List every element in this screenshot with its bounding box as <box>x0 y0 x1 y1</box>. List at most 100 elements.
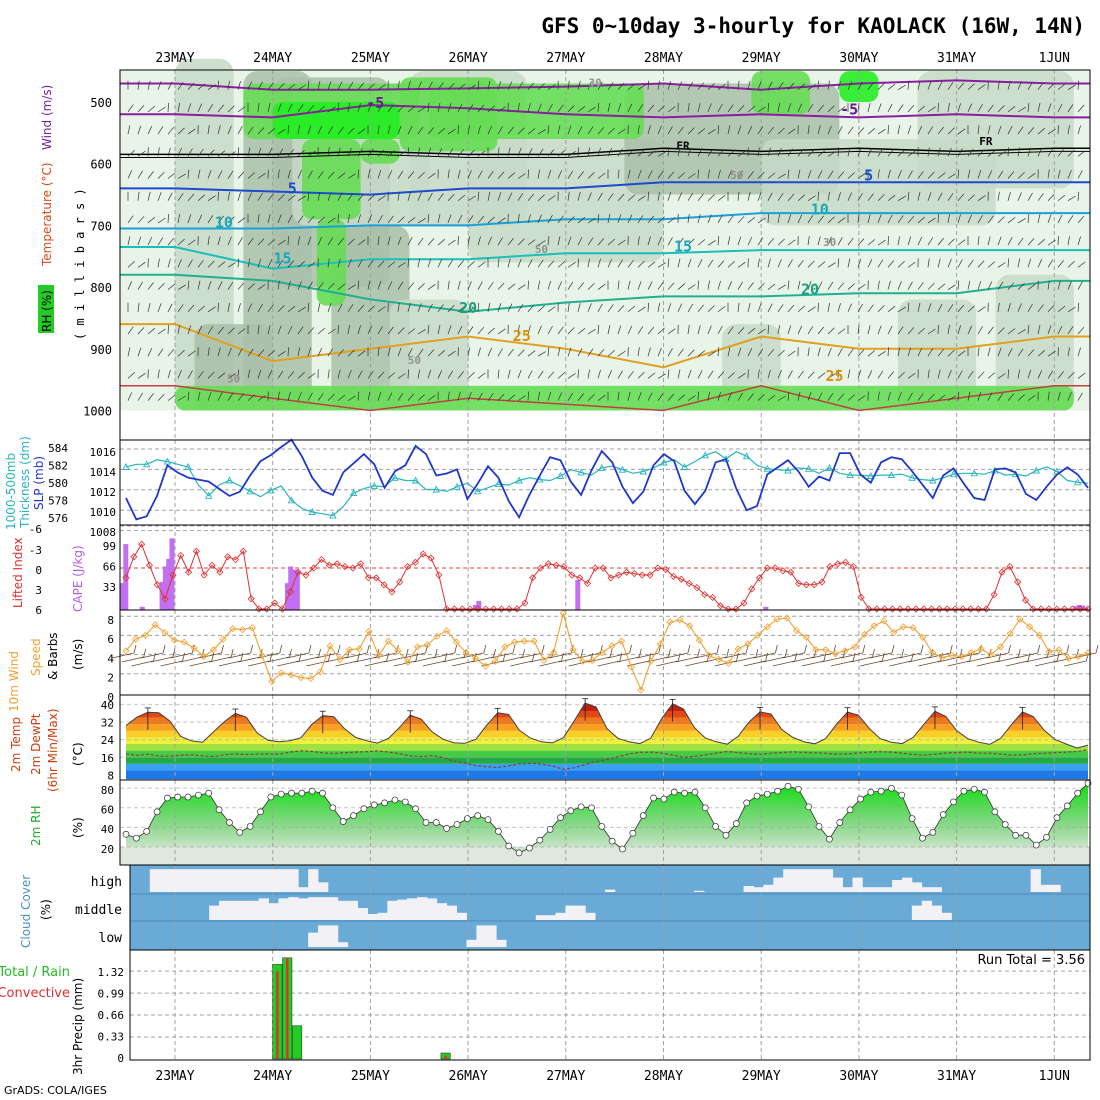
rh2m-point <box>195 791 202 799</box>
wind-barb <box>150 656 173 663</box>
wind-barb <box>794 652 798 662</box>
pressure-tick-label: 700 <box>90 219 112 233</box>
wind-speed-point <box>579 657 587 665</box>
wind-barb <box>217 326 224 335</box>
wind-barb <box>177 395 186 401</box>
wind-barb <box>727 281 733 290</box>
wind-barb <box>407 369 409 379</box>
thickness-point <box>660 458 668 466</box>
cape-bar <box>291 569 297 610</box>
wind-barb <box>937 237 944 246</box>
wind-speed-point <box>783 614 791 622</box>
wind-barb <box>547 306 556 313</box>
wind-barb <box>567 347 572 357</box>
wind-barb <box>577 171 584 179</box>
wind-barb <box>457 236 459 246</box>
wind-barb <box>567 392 574 401</box>
wind-barb <box>187 325 192 335</box>
wind-barb <box>667 393 675 401</box>
wind-barb <box>487 105 495 113</box>
wind-barb <box>337 213 339 223</box>
wind-barb <box>287 305 296 313</box>
rh2m-point <box>132 834 140 842</box>
wind-barb <box>617 148 623 157</box>
wind-barb <box>947 325 950 335</box>
wind-barb <box>1047 280 1050 290</box>
wind-barb <box>477 80 480 90</box>
wind-barb <box>364 660 387 667</box>
wind-barb <box>407 258 409 268</box>
wind-barb <box>237 303 241 312</box>
thickness-point <box>349 489 358 497</box>
wind-barb <box>997 216 1005 224</box>
wind-barb <box>417 329 426 335</box>
wind-barb <box>297 260 305 268</box>
wind-barb <box>687 173 696 179</box>
cape-tick-label: 99 <box>103 540 116 553</box>
wind-barb <box>1077 104 1085 113</box>
wind-barb <box>497 369 500 379</box>
wind-barb <box>187 391 190 401</box>
wind-barb <box>227 281 234 290</box>
wind-barb <box>127 125 131 135</box>
wind-barb <box>897 125 901 135</box>
wind-barb <box>817 392 823 401</box>
wind-barb <box>345 652 368 659</box>
wind-barb <box>237 328 246 335</box>
wind-barb <box>697 648 700 658</box>
wind-barb <box>557 392 563 401</box>
lifted-index-point <box>169 571 177 579</box>
rh2m-point <box>495 827 502 835</box>
cloud-high-bar <box>812 869 824 892</box>
wind-barb <box>797 370 804 379</box>
wind-barb <box>627 280 631 290</box>
date-label-bottom: 24MAY <box>253 1069 292 1084</box>
precip-convective-bar <box>444 1055 447 1059</box>
wind-barb <box>837 191 841 201</box>
wind-speed-point <box>656 640 665 648</box>
wind-barb <box>267 656 290 663</box>
wind-speed-point <box>792 627 801 635</box>
wind-barb <box>837 171 845 179</box>
wind-barb <box>617 280 620 290</box>
wind-barb <box>907 392 913 401</box>
rh2m-point <box>484 816 492 823</box>
lifted-index-point <box>224 553 232 561</box>
wind-barb <box>877 148 884 157</box>
lifted-index-point <box>396 578 404 586</box>
lifted-index-point <box>935 605 943 613</box>
wind-barb <box>287 103 293 113</box>
date-label-bottom: 25MAY <box>351 1069 390 1084</box>
rh2m-point <box>1032 841 1040 849</box>
wind-barb <box>327 328 336 335</box>
wind-barb <box>131 660 154 667</box>
wind-barb <box>417 369 421 379</box>
precip-convective-bar <box>276 971 279 1059</box>
wind-barb <box>827 262 836 268</box>
wind-barb <box>577 348 583 357</box>
wind-barb <box>685 660 708 667</box>
wind-barb <box>1057 194 1066 201</box>
wind-barb <box>1067 195 1076 202</box>
wind-barb <box>997 105 1005 113</box>
wind-barb <box>417 348 424 357</box>
contour-label: 20 <box>801 281 819 299</box>
rh-moist-shade <box>175 385 1074 411</box>
cloud-middle-bar <box>456 912 467 920</box>
wind-barb <box>247 283 255 290</box>
wind-barb <box>847 172 855 179</box>
wind-barb <box>337 81 343 90</box>
wind-barb <box>787 350 796 357</box>
wind-barb <box>1047 370 1054 379</box>
wind-barb <box>277 325 282 335</box>
contour-label: 5 <box>864 166 873 184</box>
wind-barb <box>737 150 746 157</box>
wind-barb <box>947 102 950 112</box>
wind-barb <box>957 169 960 179</box>
wind-barb <box>807 195 816 202</box>
wind-barb <box>287 125 289 135</box>
wind-barb <box>647 191 649 201</box>
wind-barb <box>577 80 581 90</box>
wind-barb <box>727 236 731 246</box>
